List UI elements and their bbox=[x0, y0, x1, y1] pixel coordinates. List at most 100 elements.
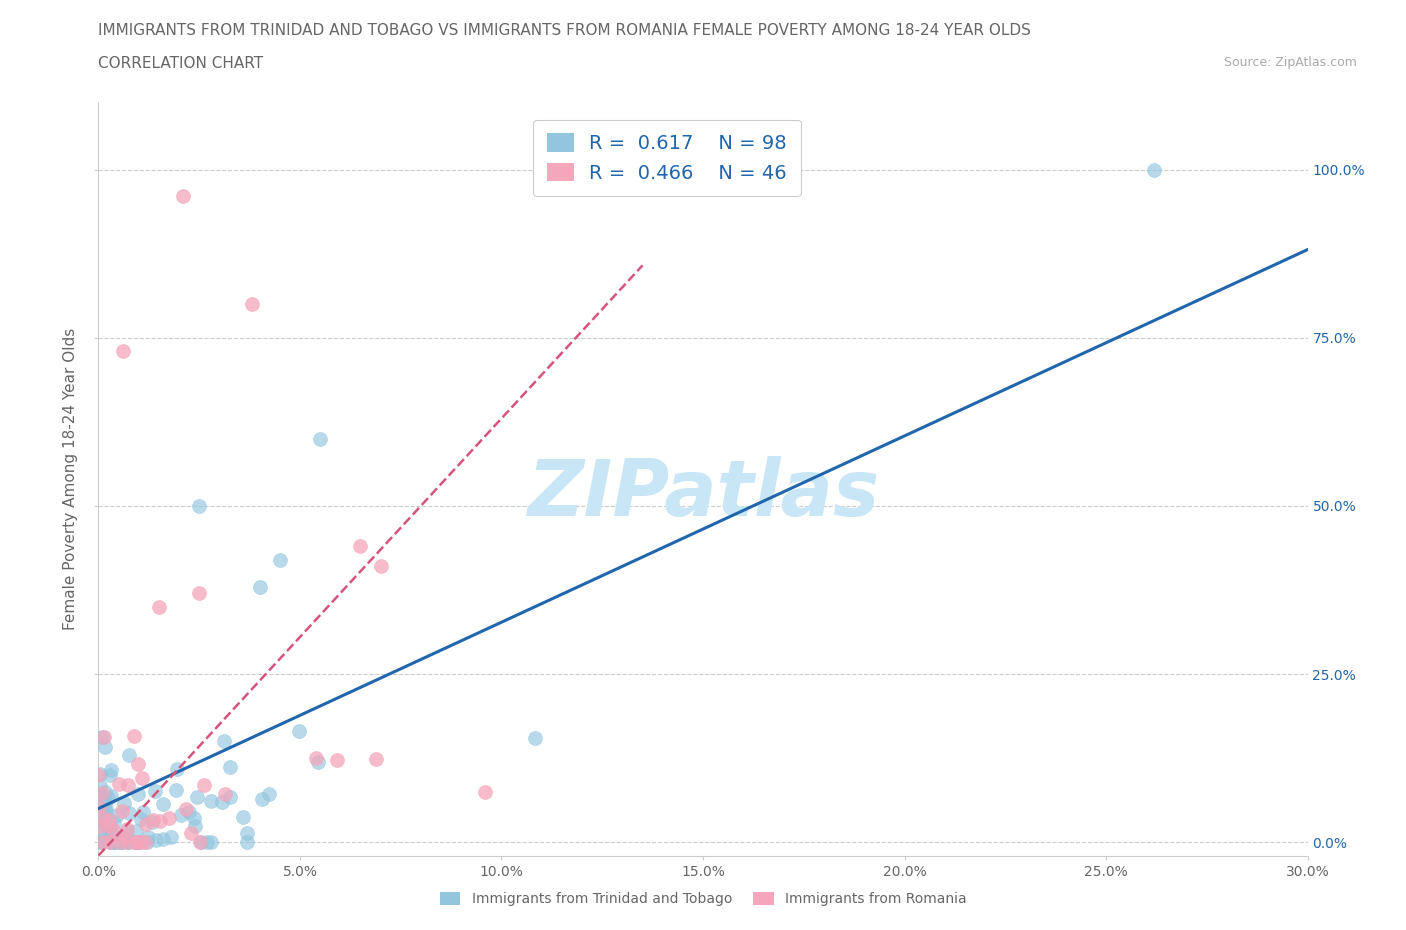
Point bbox=[96, 811, 118, 826]
Point bbox=[117, 777, 139, 792]
Point bbox=[98, 819, 121, 834]
Point bbox=[288, 724, 311, 738]
Legend: R =  0.617    N = 98, R =  0.466    N = 46: R = 0.617 N = 98, R = 0.466 N = 46 bbox=[533, 120, 800, 196]
Point bbox=[232, 810, 254, 825]
Point bbox=[112, 796, 135, 811]
Point bbox=[111, 830, 134, 844]
Point bbox=[257, 786, 280, 801]
Point bbox=[98, 813, 121, 828]
Point bbox=[180, 826, 202, 841]
Point bbox=[117, 823, 139, 838]
Point bbox=[149, 813, 172, 828]
Point bbox=[93, 730, 115, 745]
Point bbox=[240, 297, 263, 312]
Point bbox=[111, 835, 134, 850]
Point bbox=[166, 762, 188, 777]
Point bbox=[129, 835, 152, 850]
Point bbox=[101, 835, 124, 850]
Point bbox=[103, 835, 125, 850]
Point bbox=[127, 756, 149, 771]
Point bbox=[364, 751, 387, 766]
Point bbox=[250, 791, 273, 806]
Point bbox=[117, 835, 139, 850]
Point bbox=[112, 830, 135, 844]
Point bbox=[200, 793, 222, 808]
Point bbox=[97, 831, 120, 846]
Point bbox=[100, 762, 122, 777]
Point bbox=[94, 739, 117, 754]
Point bbox=[211, 794, 233, 809]
Point bbox=[100, 767, 122, 782]
Point bbox=[131, 771, 153, 786]
Point bbox=[100, 835, 122, 850]
Point bbox=[152, 797, 174, 812]
Point bbox=[94, 817, 117, 831]
Point bbox=[176, 802, 198, 817]
Point bbox=[219, 790, 242, 804]
Point bbox=[98, 811, 121, 826]
Point bbox=[87, 800, 110, 815]
Point bbox=[143, 783, 166, 798]
Point bbox=[117, 835, 139, 850]
Point bbox=[127, 787, 149, 802]
Point bbox=[136, 830, 159, 844]
Point bbox=[110, 835, 132, 850]
Point bbox=[101, 828, 124, 843]
Point bbox=[307, 754, 329, 769]
Point bbox=[100, 789, 122, 804]
Point bbox=[108, 777, 131, 791]
Point bbox=[124, 823, 146, 838]
Point bbox=[111, 835, 134, 850]
Point bbox=[108, 835, 131, 850]
Point bbox=[101, 823, 124, 838]
Point bbox=[305, 751, 328, 765]
Point bbox=[94, 803, 117, 817]
Point bbox=[89, 835, 111, 850]
Point bbox=[90, 730, 112, 745]
Point bbox=[111, 344, 134, 359]
Point bbox=[91, 811, 114, 826]
Point bbox=[1143, 162, 1166, 177]
Point bbox=[91, 811, 114, 826]
Point bbox=[122, 835, 145, 850]
Point bbox=[141, 815, 163, 830]
Point bbox=[100, 835, 122, 850]
Point bbox=[269, 552, 291, 567]
Point bbox=[177, 804, 200, 819]
Point bbox=[165, 782, 187, 797]
Point bbox=[93, 829, 115, 844]
Point bbox=[98, 835, 121, 850]
Point bbox=[103, 835, 125, 850]
Text: Source: ZipAtlas.com: Source: ZipAtlas.com bbox=[1223, 56, 1357, 69]
Point bbox=[200, 835, 222, 850]
Point bbox=[219, 760, 242, 775]
Point bbox=[183, 810, 205, 825]
Legend: Immigrants from Trinidad and Tobago, Immigrants from Romania: Immigrants from Trinidad and Tobago, Imm… bbox=[434, 887, 972, 912]
Point bbox=[115, 821, 138, 836]
Point bbox=[111, 804, 134, 818]
Point bbox=[118, 806, 141, 821]
Text: IMMIGRANTS FROM TRINIDAD AND TOBAGO VS IMMIGRANTS FROM ROMANIA FEMALE POVERTY AM: IMMIGRANTS FROM TRINIDAD AND TOBAGO VS I… bbox=[98, 23, 1031, 38]
Point bbox=[90, 811, 112, 826]
Point bbox=[135, 817, 157, 831]
Point bbox=[93, 814, 115, 829]
Point bbox=[90, 835, 112, 850]
Point bbox=[94, 801, 117, 816]
Point bbox=[97, 790, 120, 805]
Point bbox=[125, 835, 148, 850]
Point bbox=[98, 817, 121, 832]
Point bbox=[159, 810, 181, 825]
Point bbox=[160, 830, 183, 844]
Point bbox=[89, 818, 111, 833]
Point bbox=[87, 788, 110, 803]
Point bbox=[117, 747, 139, 762]
Point bbox=[103, 816, 125, 830]
Point bbox=[87, 802, 110, 817]
Point bbox=[186, 790, 208, 804]
Point bbox=[93, 807, 115, 822]
Point bbox=[188, 586, 211, 601]
Point bbox=[127, 834, 149, 849]
Y-axis label: Female Poverty Among 18-24 Year Olds: Female Poverty Among 18-24 Year Olds bbox=[63, 328, 79, 631]
Point bbox=[98, 835, 121, 850]
Point bbox=[134, 835, 156, 850]
